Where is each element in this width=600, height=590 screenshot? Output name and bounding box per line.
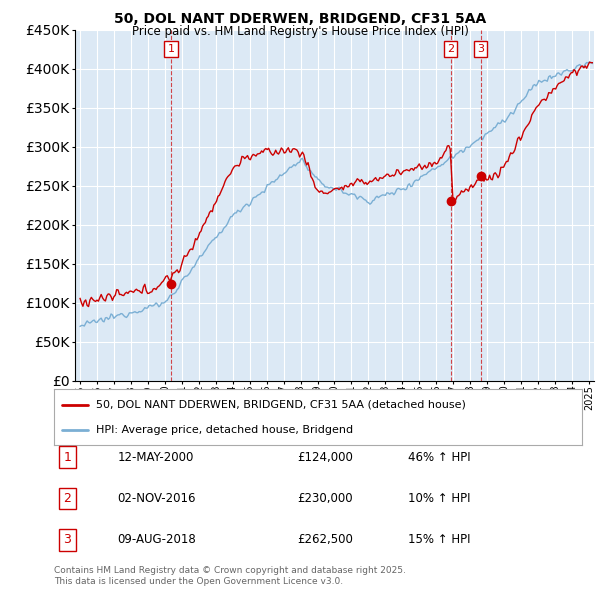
Text: £262,500: £262,500 <box>297 533 353 546</box>
Text: 1: 1 <box>63 451 71 464</box>
Text: 2: 2 <box>447 44 454 54</box>
Text: £230,000: £230,000 <box>297 492 353 505</box>
Text: 50, DOL NANT DDERWEN, BRIDGEND, CF31 5AA (detached house): 50, DOL NANT DDERWEN, BRIDGEND, CF31 5AA… <box>96 399 466 409</box>
Text: HPI: Average price, detached house, Bridgend: HPI: Average price, detached house, Brid… <box>96 425 353 435</box>
Text: £124,000: £124,000 <box>297 451 353 464</box>
Text: 09-AUG-2018: 09-AUG-2018 <box>118 533 196 546</box>
Text: 46% ↑ HPI: 46% ↑ HPI <box>408 451 470 464</box>
Text: 3: 3 <box>477 44 484 54</box>
Text: 1: 1 <box>167 44 175 54</box>
Text: 02-NOV-2016: 02-NOV-2016 <box>118 492 196 505</box>
Text: 12-MAY-2000: 12-MAY-2000 <box>118 451 194 464</box>
Text: Price paid vs. HM Land Registry's House Price Index (HPI): Price paid vs. HM Land Registry's House … <box>131 25 469 38</box>
Text: 15% ↑ HPI: 15% ↑ HPI <box>408 533 470 546</box>
Text: Contains HM Land Registry data © Crown copyright and database right 2025.: Contains HM Land Registry data © Crown c… <box>54 566 406 575</box>
Text: 2: 2 <box>63 492 71 505</box>
Text: This data is licensed under the Open Government Licence v3.0.: This data is licensed under the Open Gov… <box>54 577 343 586</box>
Text: 3: 3 <box>63 533 71 546</box>
Text: 50, DOL NANT DDERWEN, BRIDGEND, CF31 5AA: 50, DOL NANT DDERWEN, BRIDGEND, CF31 5AA <box>114 12 486 26</box>
Text: 10% ↑ HPI: 10% ↑ HPI <box>408 492 470 505</box>
